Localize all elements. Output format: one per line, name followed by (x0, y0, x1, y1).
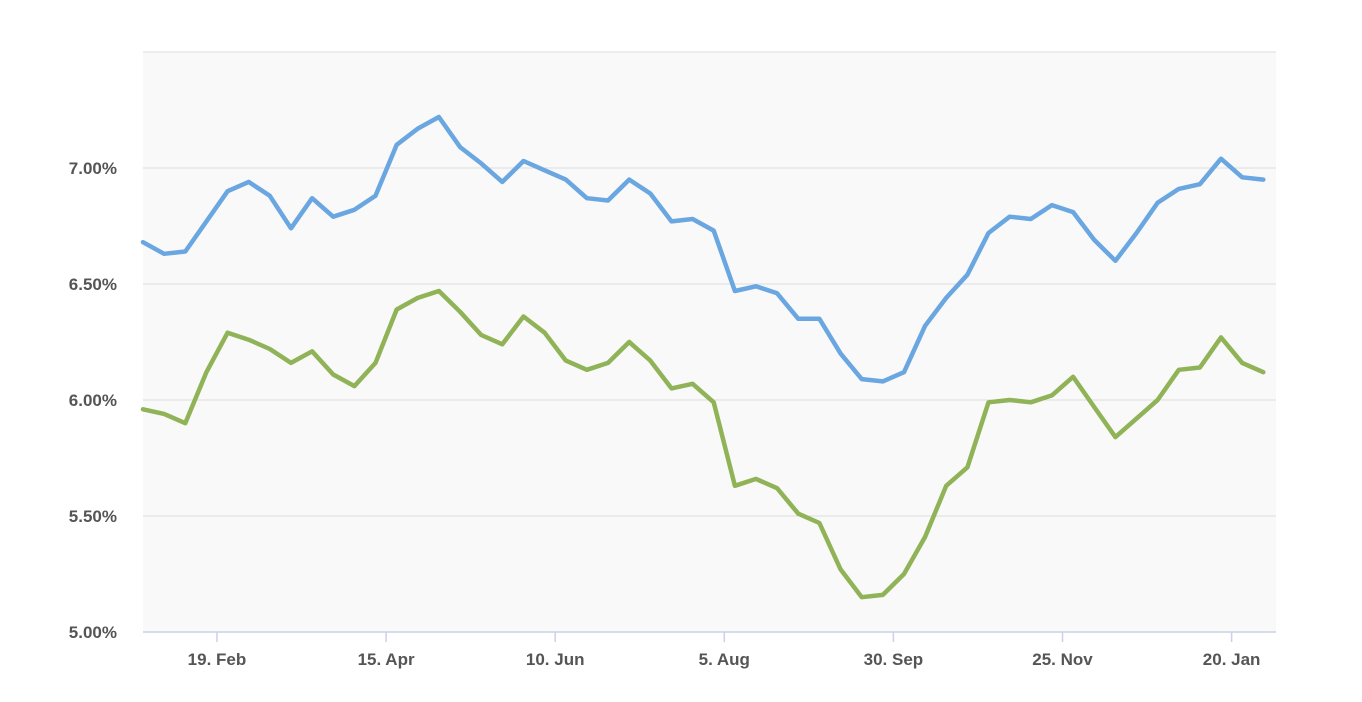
series-line-2 (140, 288, 1266, 600)
y-tick-label: 7.00% (69, 159, 117, 178)
x-tick-label: 19. Feb (188, 650, 247, 669)
x-tick-label: 25. Nov (1032, 650, 1093, 669)
series-line-1 (140, 114, 1266, 384)
x-tick-label: 30. Sep (864, 650, 924, 669)
y-axis-labels: 5.00% 5.50% 6.00% 6.50% 7.00% (69, 159, 117, 642)
y-tick-label: 6.50% (69, 275, 117, 294)
y-tick-label: 6.00% (69, 391, 117, 410)
plot-background (143, 52, 1276, 632)
y-tick-label: 5.00% (69, 623, 117, 642)
x-tick-label: 20. Jan (1203, 650, 1261, 669)
series-lines (140, 114, 1266, 600)
x-tick-label: 10. Jun (526, 650, 585, 669)
y-tick-label: 5.50% (69, 507, 117, 526)
x-tick-label: 5. Aug (699, 650, 750, 669)
x-axis: 19. Feb 15. Apr 10. Jun 5. Aug 30. Sep 25. No… (143, 631, 1276, 669)
x-tick-label: 15. Apr (358, 650, 415, 669)
